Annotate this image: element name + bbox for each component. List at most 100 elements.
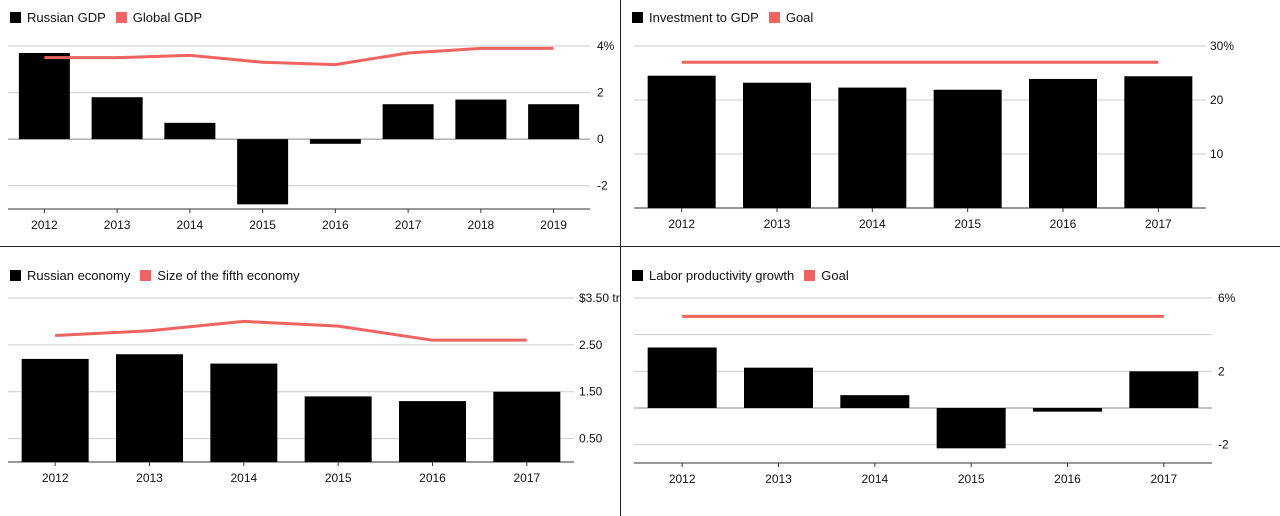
chart-legend: Investment to GDP Goal: [632, 10, 823, 25]
y-tick-label: 4%: [597, 39, 615, 53]
x-tick-label: 2016: [1050, 217, 1077, 231]
bar: [1129, 371, 1199, 408]
legend-label: Goal: [821, 268, 849, 283]
x-tick-label: 2012: [669, 472, 696, 486]
chart-panel-investment: Investment to GDP Goal 30% 20 10 2012 2013 20…: [622, 0, 1242, 258]
bar: [210, 363, 278, 462]
chart-svg: 4% 2 0 -2 2012 2013 2014 2015 2016 2017 2018 2019: [8, 39, 615, 232]
bar: [18, 52, 70, 140]
x-tick-label: 2013: [136, 471, 163, 485]
bar: [936, 408, 1006, 449]
chart-panel-russian-gdp: Russian GDP Global GDP 4% 2 0 -2 2012 2013 201…: [0, 0, 620, 258]
bar: [493, 391, 561, 462]
bar: [647, 347, 717, 408]
bar: [647, 75, 716, 208]
legend-swatch-line: [768, 12, 780, 23]
chart-panel-labor-productivity: Labor productivity growth Goal 6% 2 -2 2012…: [622, 258, 1242, 516]
legend-swatch-bar: [632, 12, 643, 23]
legend-item-labor-productivity: Labor productivity growth: [632, 268, 794, 283]
legend-swatch-line: [115, 12, 127, 23]
legend-label: Investment to GDP: [649, 10, 759, 25]
x-tick-label: 2016: [322, 218, 349, 232]
bar: [304, 396, 372, 462]
legend-swatch-bar: [10, 12, 21, 23]
legend-label: Labor productivity growth: [649, 268, 795, 283]
legend-item-goal: Goal: [804, 268, 849, 283]
bar: [1029, 78, 1097, 208]
x-tick-label: 2013: [764, 217, 791, 231]
x-tick-label: 2014: [861, 472, 888, 486]
x-tick-label: 2019: [540, 218, 567, 232]
bar: [1033, 408, 1102, 412]
bar: [309, 139, 361, 144]
bar: [1124, 76, 1193, 209]
bar: [164, 122, 216, 140]
x-tick-label: 2012: [31, 218, 58, 232]
bar: [840, 395, 910, 408]
chart-legend: Russian GDP Global GDP: [10, 10, 212, 25]
legend-item-investment: Investment to GDP: [632, 10, 759, 25]
y-tick-label: 0.50: [579, 432, 603, 446]
x-tick-label: 2013: [765, 472, 792, 486]
legend-item-russian-economy: Russian economy: [10, 268, 130, 283]
legend-item-global-gdp: Global GDP: [115, 10, 203, 25]
y-tick-label: 10: [1210, 147, 1224, 161]
bar: [399, 401, 466, 462]
legend-label: Size of the fifth economy: [157, 268, 300, 283]
legend-swatch-bar: [10, 270, 21, 281]
legend-label: Global GDP: [132, 10, 203, 25]
legend-swatch-line: [804, 270, 816, 281]
x-tick-label: 2012: [42, 471, 69, 485]
x-tick-label: 2015: [249, 218, 276, 232]
chart-panel-russian-economy: Russian economy Size of the fifth econom…: [0, 258, 620, 516]
y-tick-label: 6%: [1218, 291, 1236, 305]
horizontal-divider: [0, 246, 1280, 247]
x-tick-label: 2018: [468, 218, 495, 232]
bar: [116, 354, 183, 462]
vertical-divider: [620, 0, 621, 516]
legend-swatch-bar: [632, 270, 643, 281]
legend-swatch-line: [140, 270, 152, 281]
bar: [382, 104, 434, 140]
chart-svg: 6% 2 -2 2012 2013 2014 2015 2016 2017: [634, 291, 1236, 486]
x-tick-label: 2014: [230, 471, 257, 485]
x-tick-label: 2015: [958, 472, 985, 486]
bar: [838, 87, 907, 208]
legend-label: Russian economy: [27, 268, 131, 283]
bar: [743, 82, 811, 208]
y-tick-label: 0: [597, 132, 604, 146]
y-tick-label: -2: [1218, 438, 1229, 452]
bar: [933, 89, 1002, 208]
x-tick-label: 2012: [668, 217, 695, 231]
y-tick-label: 2.50: [579, 338, 603, 352]
x-tick-label: 2015: [954, 217, 981, 231]
y-tick-label: 1.50: [579, 385, 603, 399]
legend-item-goal: Goal: [768, 10, 813, 25]
bar: [744, 367, 813, 408]
x-tick-label: 2016: [419, 471, 446, 485]
y-tick-label: 30%: [1210, 39, 1234, 53]
x-tick-label: 2013: [104, 218, 131, 232]
x-tick-label: 2017: [1150, 472, 1177, 486]
x-tick-label: 2015: [325, 471, 352, 485]
y-tick-label: 2: [1218, 364, 1225, 378]
chart-legend: Russian economy Size of the fifth econom…: [10, 268, 310, 283]
chart-legend: Labor productivity growth Goal: [632, 268, 859, 283]
bar: [455, 99, 507, 140]
legend-item-fifth-economy: Size of the fifth economy: [140, 268, 300, 283]
legend-item-russian-gdp: Russian GDP: [10, 10, 106, 25]
bar: [528, 104, 580, 140]
chart-svg: $3.50 trillion 2.50 1.50 0.50 2012 2013 2014 20…: [8, 291, 620, 485]
x-tick-label: 2017: [513, 471, 540, 485]
bar: [91, 97, 143, 140]
x-tick-label: 2017: [395, 218, 422, 232]
x-tick-label: 2017: [1145, 217, 1172, 231]
line-series: [55, 319, 527, 342]
x-tick-label: 2014: [859, 217, 886, 231]
y-tick-label: -2: [597, 179, 608, 193]
y-tick-label: $3.50 trillion: [579, 291, 620, 305]
x-tick-label: 2014: [177, 218, 204, 232]
y-tick-label: 20: [1210, 93, 1224, 107]
chart-svg: 30% 20 10 2012 2013 2014 2015 2016 2017: [634, 39, 1234, 231]
legend-label: Russian GDP: [27, 10, 106, 25]
